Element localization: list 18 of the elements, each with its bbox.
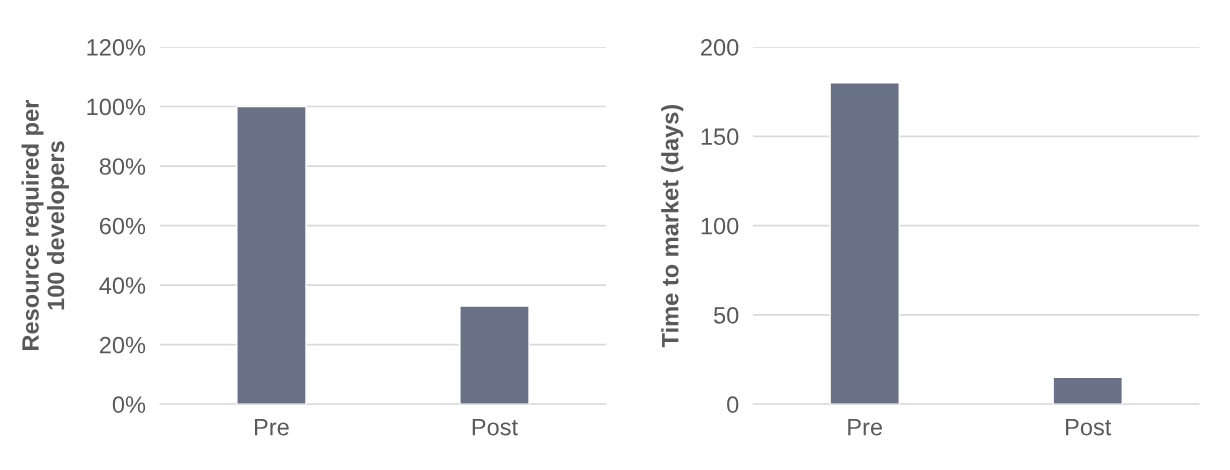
y-tick-label: 20% bbox=[99, 336, 146, 354]
y-tick-label: 150 bbox=[701, 128, 739, 146]
x-tick-label: Pre bbox=[848, 418, 883, 436]
y-tick-label: 200 bbox=[701, 39, 739, 56]
y-tick-label: 40% bbox=[99, 277, 146, 294]
y-axis-title: Resource required per 100 developers bbox=[21, 99, 69, 350]
y-tick-label: 50 bbox=[713, 306, 739, 324]
y-tick-label: 80% bbox=[99, 158, 146, 175]
y-tick-label: 0% bbox=[112, 396, 146, 413]
x-tick-label: Post bbox=[1066, 418, 1112, 436]
y-tick-label: 120% bbox=[87, 39, 146, 56]
x-tick-label: Post bbox=[472, 418, 518, 436]
y-tick-label: 100 bbox=[701, 217, 739, 235]
y-tick-label: 100% bbox=[87, 98, 146, 116]
y-axis-title: Time to market (days) bbox=[661, 104, 684, 348]
y-tick-label: 60% bbox=[99, 217, 146, 235]
x-tick-label: Pre bbox=[254, 418, 289, 436]
y-tick-label: 0 bbox=[727, 396, 739, 413]
